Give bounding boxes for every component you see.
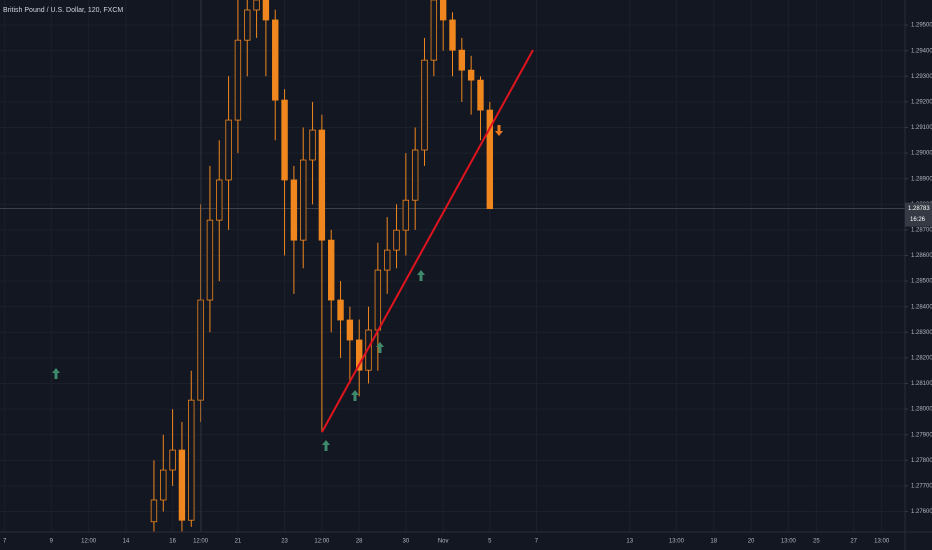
x-tick-label: 14 <box>123 539 130 545</box>
candle-body <box>421 59 428 151</box>
x-tick-label: 20 <box>748 539 755 545</box>
y-tick-label: 1.28700 <box>911 227 932 233</box>
buy-arrow <box>351 390 359 401</box>
candle-body <box>318 129 326 241</box>
candle-body <box>430 0 438 61</box>
x-tick-label: Nov <box>438 539 449 545</box>
candle-body <box>281 99 288 181</box>
buy-arrow <box>417 270 425 281</box>
candle-body <box>467 69 475 81</box>
candle-body <box>160 469 167 501</box>
candles <box>150 0 494 532</box>
candle-body <box>178 449 186 521</box>
candle-body <box>477 79 484 111</box>
y-tick-label: 1.27700 <box>911 483 932 489</box>
x-tick-label: 28 <box>356 539 363 545</box>
y-tick-label: 1.28400 <box>911 304 932 310</box>
candle-body <box>272 19 279 101</box>
current-price-box <box>905 202 932 227</box>
candle-body <box>262 0 270 21</box>
x-tick-label: 13 <box>626 539 633 545</box>
y-tick-label: 1.28200 <box>911 355 932 361</box>
candle-body <box>346 319 354 341</box>
candle-body <box>337 299 344 321</box>
x-tick-label: 21 <box>235 539 242 545</box>
y-tick-label: 1.27900 <box>911 432 932 438</box>
buy-arrow <box>376 342 384 353</box>
candle-body <box>439 0 447 21</box>
buy-arrow <box>52 368 60 379</box>
y-tick-label: 1.28500 <box>911 279 932 285</box>
candle-body <box>197 299 204 401</box>
current-price-label: 1.28783 <box>908 206 930 212</box>
buy-arrow <box>322 440 330 451</box>
candle-body <box>411 149 419 201</box>
x-tick-label: 12:00 <box>81 539 97 545</box>
candle-body <box>449 19 456 51</box>
y-tick-label: 1.27800 <box>911 458 932 464</box>
y-tick-label: 1.29300 <box>911 74 932 80</box>
candle-body <box>300 159 307 241</box>
candle-body <box>309 129 316 161</box>
candle-body <box>383 249 391 271</box>
x-tick-label: 9 <box>50 539 54 545</box>
chart-title: British Pound / U.S. Dollar, 120, FXCM <box>3 7 123 14</box>
candle-body <box>234 39 242 121</box>
candle-body <box>290 179 298 241</box>
axes: 1.27600 1.27700 1.27800 1.27900 1.28000 1.281… <box>3 23 932 545</box>
candle-body <box>328 239 335 301</box>
y-tick-label: 1.29000 <box>911 151 932 157</box>
x-tick-label: 12:00 <box>314 539 330 545</box>
y-tick-label: 1.28600 <box>911 253 932 259</box>
x-tick-label: 13:00 <box>669 539 685 545</box>
candle-body <box>225 119 232 181</box>
y-tick-label: 1.28900 <box>911 176 932 182</box>
x-tick-label: 30 <box>403 539 410 545</box>
y-tick-label: 1.28000 <box>911 407 932 413</box>
x-tick-label: 7 <box>3 539 7 545</box>
countdown-label: 16:26 <box>910 217 926 223</box>
y-tick-label: 1.29500 <box>911 23 932 29</box>
candle-body <box>150 499 158 523</box>
y-tick-label: 1.27600 <box>911 509 932 515</box>
x-tick-label: 13:00 <box>874 539 890 545</box>
sell-arrow <box>495 125 503 136</box>
trend-line <box>321 49 534 433</box>
x-tick-label: 16 <box>169 539 176 545</box>
x-tick-label: 12:00 <box>193 539 209 545</box>
candle-body <box>216 179 223 221</box>
x-tick-label: 25 <box>813 539 820 545</box>
candle-body <box>374 269 382 331</box>
candle-body <box>486 109 494 210</box>
candle-body <box>393 229 400 251</box>
x-tick-label: 27 <box>850 539 857 545</box>
x-tick-label: 13:00 <box>781 539 797 545</box>
candle-body <box>402 199 410 231</box>
y-tick-label: 1.28100 <box>911 381 932 387</box>
candle-body <box>458 49 466 71</box>
x-tick-label: 5 <box>488 539 492 545</box>
candle-body <box>169 449 176 471</box>
x-tick-label: 23 <box>281 539 288 545</box>
y-tick-label: 1.29400 <box>911 48 932 54</box>
y-tick-label: 1.29100 <box>911 125 932 131</box>
x-tick-label: 7 <box>535 539 539 545</box>
y-tick-label: 1.28300 <box>911 330 932 336</box>
y-tick-label: 1.29200 <box>911 99 932 105</box>
candle-body <box>356 339 363 371</box>
candle-body <box>188 399 195 521</box>
buy-signals <box>52 270 425 451</box>
x-tick-label: 18 <box>710 539 717 545</box>
candle-body <box>365 329 372 371</box>
candle-body <box>253 0 260 11</box>
candle-body <box>206 219 214 301</box>
candle-body <box>244 9 251 41</box>
